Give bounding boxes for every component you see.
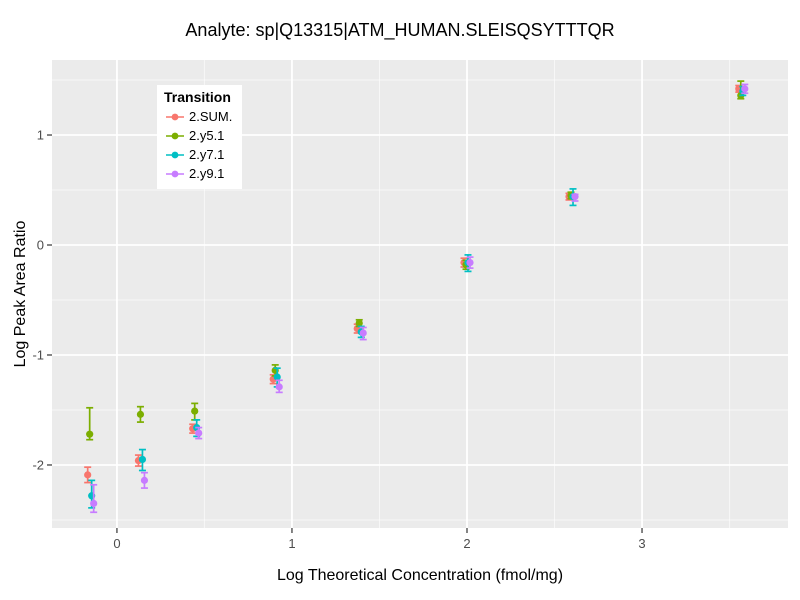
y-tick-label: 0 <box>37 238 44 253</box>
data-point <box>191 407 199 415</box>
legend-item-2.SUM.: 2.SUM. <box>164 107 232 126</box>
series-2.y9.1 <box>90 83 749 514</box>
legend-key-icon <box>166 113 184 120</box>
legend-key-icon <box>166 132 184 139</box>
gridlines-minor <box>52 60 788 528</box>
legend-item-label: 2.y9.1 <box>189 166 225 181</box>
data-point <box>84 471 92 479</box>
legend-item-label: 2.SUM. <box>189 109 233 124</box>
gridlines-major <box>52 60 788 528</box>
x-tick-label: 1 <box>288 536 295 551</box>
legend-item-label: 2.y7.1 <box>189 147 225 162</box>
data-point <box>140 476 149 484</box>
data-point <box>90 499 98 508</box>
x-tick-label: 0 <box>113 536 120 551</box>
legend-key-icon <box>166 170 184 177</box>
legend-item-2.y5.1: 2.y5.1 <box>164 126 232 145</box>
legend-box: Transition 2.SUM. 2.y5.1 2.y7.1 2.y9.1 <box>157 85 243 189</box>
data-point <box>86 430 94 438</box>
legend-title: Transition <box>164 89 231 105</box>
data-point <box>275 383 283 391</box>
data-point <box>355 319 363 327</box>
chart-title: Analyte: sp|Q13315|ATM_HUMAN.SLEISQSYTTT… <box>185 20 615 40</box>
data-point <box>138 455 147 464</box>
data-point <box>273 373 281 381</box>
data-point <box>571 193 579 201</box>
legend-items: 2.SUM. 2.y5.1 2.y7.1 2.y9.1 <box>164 107 232 183</box>
data-point <box>741 85 749 93</box>
legend-item-2.y9.1: 2.y9.1 <box>164 164 232 183</box>
x-tick-label: 2 <box>463 536 470 551</box>
legend-item-label: 2.y5.1 <box>189 128 225 143</box>
legend-item-2.y7.1: 2.y7.1 <box>164 145 232 164</box>
y-tick-label: -2 <box>32 457 44 472</box>
data-point <box>359 329 367 337</box>
axis-ticks <box>47 134 643 533</box>
legend-key-icon <box>166 151 184 158</box>
data-point <box>466 258 474 267</box>
axis-tick-labels: 0 1 2 3 1 0 -1 -2 <box>32 128 645 551</box>
y-tick-label: 1 <box>37 128 44 143</box>
data-point <box>136 410 145 418</box>
x-axis-label: Log Theoretical Concentration (fmol/mg) <box>276 567 564 584</box>
x-tick-label: 3 <box>638 536 645 551</box>
data-point <box>195 429 203 437</box>
y-tick-label: -1 <box>32 347 44 362</box>
